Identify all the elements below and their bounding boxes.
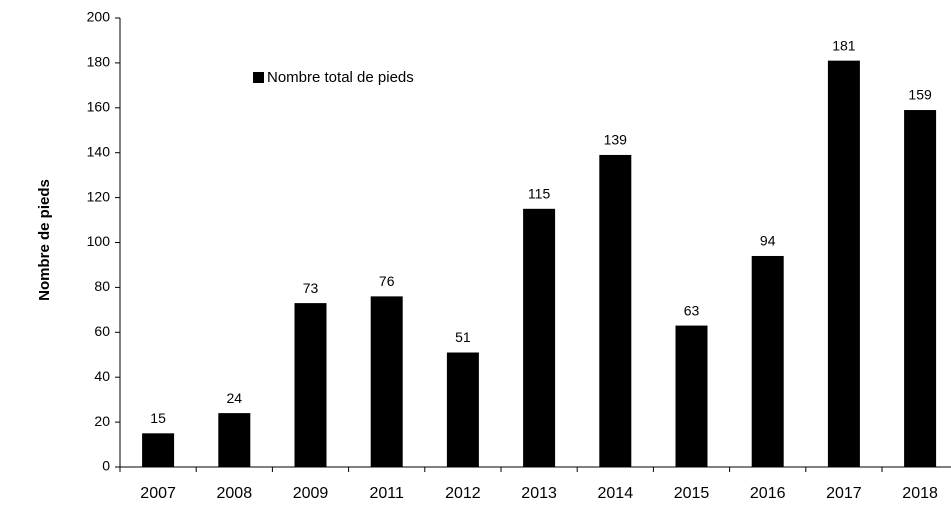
legend-label: Nombre total de pieds (267, 69, 414, 86)
y-tick-label: 160 (87, 99, 111, 115)
y-tick-label: 40 (94, 368, 110, 384)
data-label: 76 (379, 273, 395, 289)
y-axis-label: Nombre de pieds (36, 179, 53, 301)
y-tick-label: 80 (94, 278, 110, 294)
bar (751, 255, 784, 467)
y-tick-label: 100 (87, 233, 111, 249)
x-tick-label: 2007 (140, 485, 176, 502)
data-label: 73 (303, 280, 319, 296)
data-label: 159 (908, 87, 932, 103)
y-tick-label: 140 (87, 143, 111, 159)
bar (294, 303, 327, 467)
y-tick-label: 120 (87, 188, 111, 204)
data-label: 139 (604, 132, 628, 148)
bar (142, 433, 175, 467)
x-tick-label: 2014 (598, 485, 634, 502)
bar (523, 208, 556, 467)
data-label: 51 (455, 329, 471, 345)
x-tick-label: 2009 (293, 485, 329, 502)
data-label: 94 (760, 233, 776, 249)
data-label: 115 (528, 186, 551, 202)
bar (446, 352, 479, 467)
data-label: 15 (150, 410, 166, 426)
data-label: 63 (684, 302, 700, 318)
x-tick-label: 2018 (902, 485, 938, 502)
x-tick-label: 2012 (445, 485, 481, 502)
x-tick-label: 2013 (521, 485, 557, 502)
legend-swatch (253, 72, 264, 83)
data-label: 24 (227, 390, 243, 406)
y-tick-label: 180 (87, 54, 111, 70)
y-tick-label: 60 (94, 323, 110, 339)
data-label: 181 (832, 37, 856, 53)
x-tick-label: 2016 (750, 485, 786, 502)
x-tick-label: 2015 (674, 485, 710, 502)
bar (904, 110, 937, 468)
bar (827, 60, 860, 467)
x-tick-label: 2008 (217, 485, 253, 502)
x-tick-label: 2017 (826, 485, 862, 502)
bar (599, 154, 632, 467)
y-tick-label: 20 (94, 413, 110, 429)
bar (675, 325, 708, 467)
bar (370, 296, 403, 467)
y-tick-label: 0 (102, 458, 110, 474)
x-tick-label: 2011 (369, 485, 404, 502)
bar (218, 413, 251, 467)
y-tick-label: 200 (87, 9, 111, 25)
